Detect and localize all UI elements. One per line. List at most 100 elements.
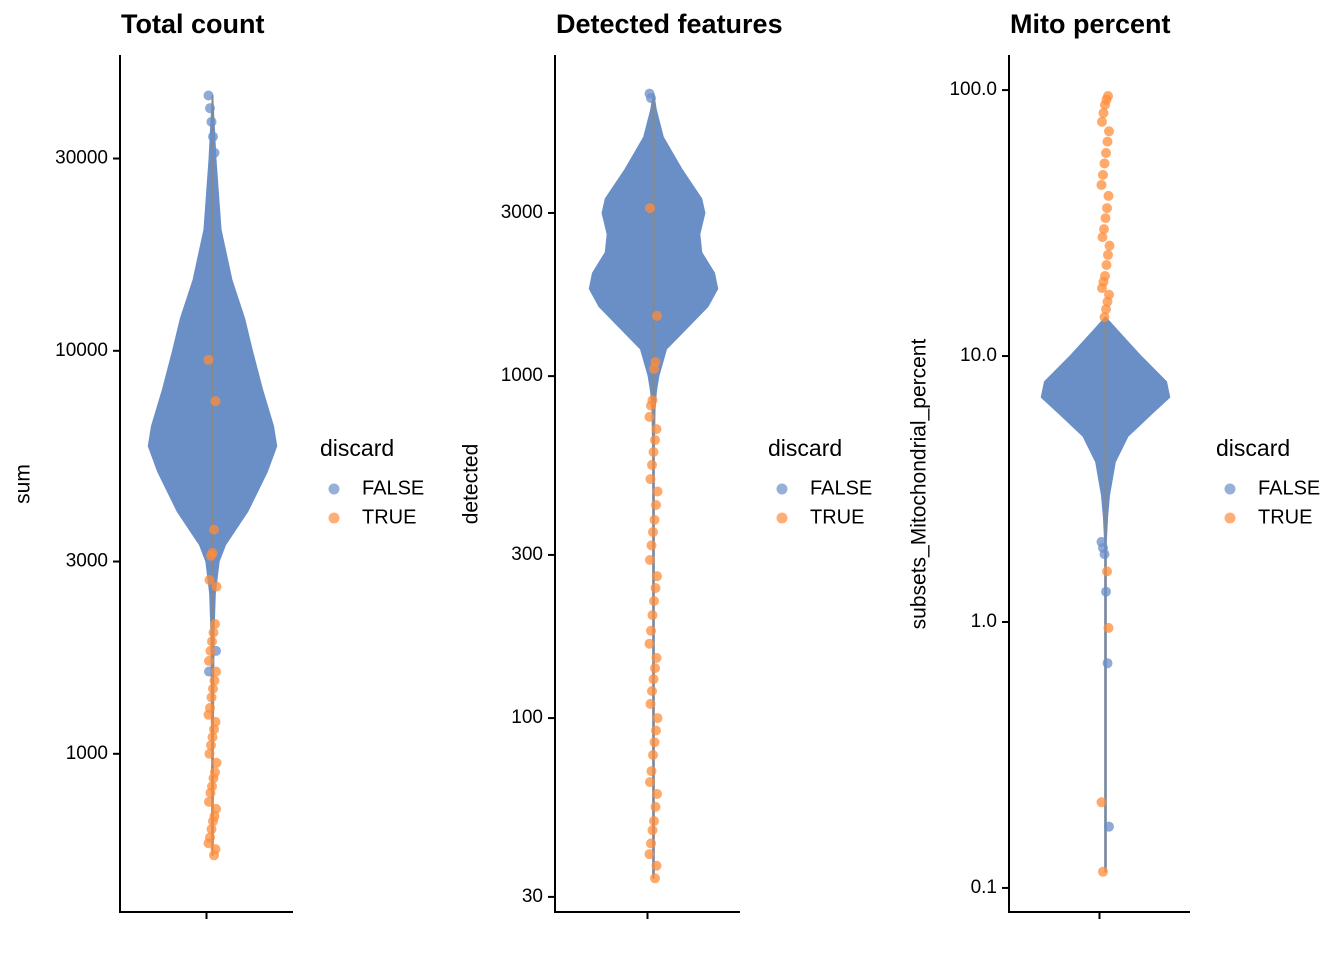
point [208,627,219,638]
y-tick-label: 100.0 [949,79,997,100]
legend-title: discard [768,435,842,461]
point [208,131,218,142]
point [651,860,662,871]
legend-label: FALSE [1258,477,1320,499]
point [652,571,662,582]
point [211,803,221,814]
point [650,663,660,674]
point [649,737,660,748]
legend-label: FALSE [810,477,872,499]
point [1097,232,1108,243]
point [1104,289,1114,300]
point [211,757,222,768]
point [645,698,656,709]
point [648,674,659,685]
y-tick-label: 10.0 [960,345,997,366]
point [647,459,657,470]
point [646,540,657,551]
point [1098,108,1109,119]
point [646,838,656,849]
point [651,424,662,435]
point [1101,304,1111,315]
point [647,825,658,836]
point [1098,866,1108,877]
point [649,595,659,606]
point [1102,203,1112,214]
point [1097,116,1107,127]
y-tick-label: 300 [511,544,543,565]
point [648,749,658,760]
point [205,832,215,843]
point [652,713,663,724]
point [647,686,657,697]
y-axis-label: detected [460,444,483,525]
violin-half [211,94,278,857]
point [1104,126,1114,137]
y-tick-label: 1000 [501,365,543,386]
y-tick-label: 0.1 [971,877,997,898]
point [644,638,655,649]
point [651,725,661,736]
point [1101,259,1112,270]
point [652,788,662,799]
y-tick-label: 10000 [55,340,108,361]
point [645,474,656,485]
violin-half [652,92,719,880]
y-tick-label: 3000 [501,202,543,223]
y-tick-label: 1000 [66,743,108,764]
legend-label: TRUE [362,506,416,528]
point [650,583,661,594]
point [645,777,655,788]
legend-key [1224,512,1236,524]
panel-title: Detected features [556,9,783,39]
point [209,524,219,535]
legend-title: discard [1216,435,1290,461]
point [1096,179,1107,190]
point [210,618,220,629]
point [651,652,662,663]
point [1099,158,1110,169]
point [650,801,661,812]
point [205,103,215,114]
point [645,203,655,214]
point [1102,566,1112,577]
y-tick-label: 1.0 [971,611,997,632]
point [648,446,659,457]
point [203,90,214,101]
point [209,724,219,735]
point [1099,549,1110,560]
violin-half [1104,316,1171,873]
point [211,581,222,592]
point [1103,91,1113,102]
point [210,396,221,407]
point [1096,797,1107,808]
point [204,748,215,759]
y-tick-label: 30 [522,886,543,907]
point [1100,213,1111,224]
point [649,816,659,827]
point [646,766,657,777]
point [649,514,660,525]
point [652,310,662,321]
panel-title: Total count [121,9,264,39]
legend-title: discard [320,435,394,461]
point [1104,821,1114,832]
point [650,356,661,367]
point [210,767,220,778]
point [1101,586,1111,597]
violin-half [1040,316,1107,873]
point [647,395,658,406]
point [646,93,656,104]
point [1104,240,1115,251]
point [647,610,658,621]
point [1101,148,1111,159]
point [1099,312,1110,323]
point [206,740,216,751]
y-tick-label: 100 [511,707,543,728]
point [1103,249,1113,260]
legend-key [1224,483,1236,495]
point [203,354,214,365]
point [646,625,656,636]
